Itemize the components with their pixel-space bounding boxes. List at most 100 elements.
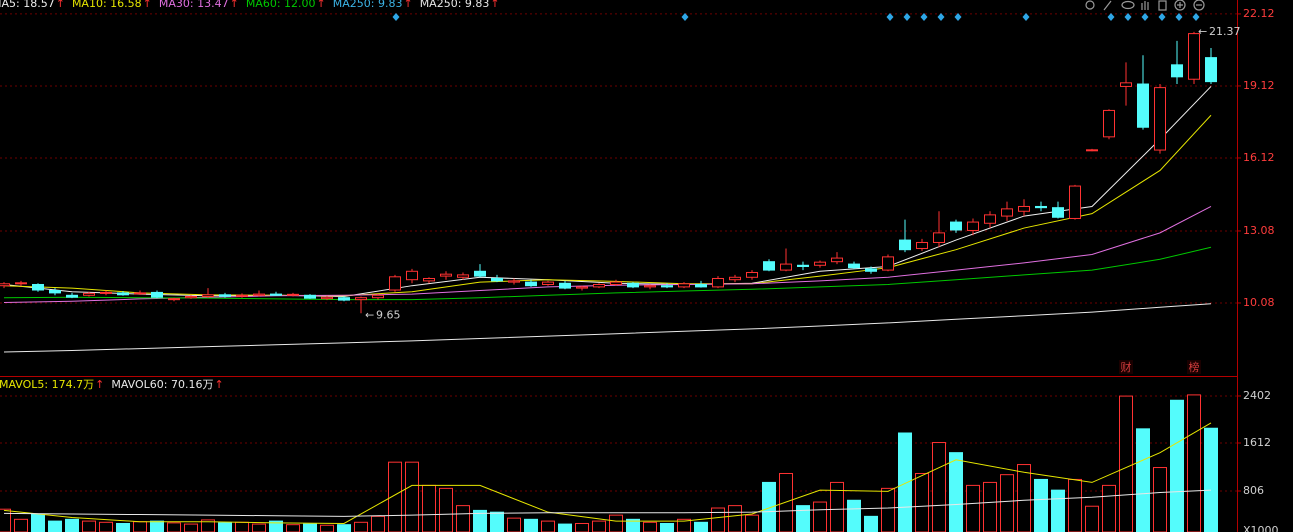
volume-bar [456, 505, 470, 532]
candle-body [916, 241, 928, 249]
volume-bar [507, 517, 521, 532]
remove-icon[interactable] [1193, 0, 1205, 11]
candle-body [134, 292, 146, 295]
volume-bar [405, 461, 419, 532]
candle-body [933, 232, 945, 243]
candle-body [457, 274, 469, 278]
candle-body [1137, 83, 1149, 128]
volume-bar [303, 523, 317, 532]
legend-arrow: ↑ [95, 378, 104, 391]
settings-icon[interactable] [1085, 0, 1095, 10]
volume-bar [48, 520, 62, 532]
volume-bar [1000, 474, 1014, 532]
volume-bar [864, 515, 878, 532]
candle-body [678, 283, 690, 288]
candle-body [49, 289, 61, 294]
hand-icon[interactable] [1141, 1, 1149, 10]
signal-marker [903, 13, 911, 21]
candle-body [219, 294, 231, 297]
signal-marker [1124, 13, 1132, 21]
legend-label: MA250: 9.83 [333, 0, 403, 10]
volume-bar [660, 522, 674, 532]
candle-body [661, 285, 673, 288]
volume-bar [711, 507, 725, 532]
volume-bar [796, 505, 810, 532]
volume-bar [1034, 478, 1048, 532]
volume-bar [609, 514, 623, 532]
candle-body [355, 297, 367, 301]
candle-body [865, 268, 877, 272]
candle-body [321, 296, 333, 300]
candle-body [1171, 64, 1183, 78]
candle-body [899, 239, 911, 251]
legend-label: MA60: 12.00 [246, 0, 316, 10]
add-icon[interactable] [1174, 0, 1186, 11]
candle-body [814, 261, 826, 266]
volume-bar [14, 518, 28, 532]
signal-marker [954, 13, 962, 21]
volume-bar [252, 523, 266, 532]
volume-bar [949, 452, 963, 532]
candle-body [763, 261, 775, 271]
candle-body [406, 270, 418, 281]
brush-icon[interactable] [1103, 0, 1112, 11]
volume-bar [881, 487, 895, 532]
candle-body [372, 294, 384, 299]
candle-body [389, 276, 401, 291]
candle-body [66, 294, 78, 298]
legend-label: MA5: 18.57 [0, 0, 55, 10]
annotation-label: 21.37 [1209, 25, 1241, 38]
event-marker: 财 [1121, 360, 1132, 374]
candle-body [1154, 87, 1166, 151]
volume-bar [269, 520, 283, 532]
volume-bar [133, 521, 147, 532]
volume-bar [558, 523, 572, 532]
candle-body [559, 282, 571, 289]
volume-bar [388, 461, 402, 532]
y-tick-label: 806 [1243, 484, 1264, 497]
legend-arrow: ↑ [490, 0, 499, 10]
annotation-label: 9.65 [376, 308, 401, 321]
signal-marker [1022, 13, 1030, 21]
signal-marker [1141, 13, 1149, 21]
volume-bar [779, 472, 793, 532]
volume-bar [371, 515, 385, 532]
volume-bar [82, 520, 96, 532]
legend-label: MA250: 9.83 [420, 0, 490, 10]
candle-body [338, 297, 350, 301]
volume-bar [320, 524, 334, 532]
y-tick-label: 2402 [1243, 389, 1271, 402]
candle-body [950, 221, 962, 231]
volume-bar [1153, 467, 1167, 532]
legend-arrow: ↑ [143, 0, 152, 10]
candle-body [15, 282, 27, 285]
candle-body [83, 292, 95, 296]
volume-bar [1119, 395, 1133, 532]
ma-line [3, 422, 1212, 524]
candle-body [1069, 185, 1081, 219]
delete-icon[interactable] [1158, 0, 1167, 11]
candle-body [508, 280, 520, 283]
candle-body [593, 283, 605, 288]
candle-body [984, 214, 996, 224]
volume-bar [643, 521, 657, 532]
candle-body [1205, 57, 1217, 83]
volume-bar [745, 514, 759, 532]
candle-body [270, 293, 282, 296]
legend-arrow: ↑ [56, 0, 65, 10]
volume-bar [490, 511, 504, 532]
volume-bar [830, 481, 844, 532]
signal-marker [1158, 13, 1166, 21]
volume-bar [983, 481, 997, 532]
candle-body [695, 283, 707, 288]
add-icon-plus[interactable] [1177, 2, 1183, 8]
volume-bar [966, 484, 980, 532]
event-marker-bg [1187, 360, 1201, 374]
candle-body [831, 257, 843, 263]
candle-body [542, 281, 554, 285]
eye-icon[interactable] [1121, 0, 1135, 10]
candle-body [746, 271, 758, 278]
